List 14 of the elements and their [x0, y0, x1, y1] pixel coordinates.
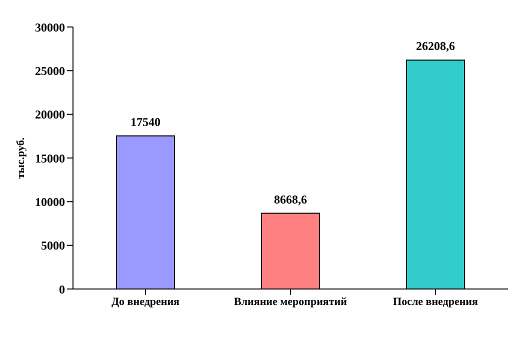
data-label: 26208,6 — [416, 39, 455, 54]
y-tick-label: 10000 — [35, 194, 65, 209]
x-tick-label: До внедрения — [111, 296, 180, 308]
y-axis-title: тыс.руб. — [14, 137, 27, 179]
x-tick-label: Влияние мероприятий — [234, 296, 348, 308]
data-label: 17540 — [130, 114, 160, 129]
y-tick-label: 15000 — [35, 151, 65, 166]
y-tick-label: 5000 — [41, 238, 65, 253]
y-tick-label: 20000 — [35, 108, 65, 122]
data-label: 8668,6 — [274, 192, 307, 206]
y-tick-label: 25000 — [35, 64, 65, 78]
y-tick-label: 30000 — [35, 20, 65, 34]
x-tick-label: После внедрения — [393, 296, 478, 308]
y-tick-label: 0 — [59, 282, 65, 296]
